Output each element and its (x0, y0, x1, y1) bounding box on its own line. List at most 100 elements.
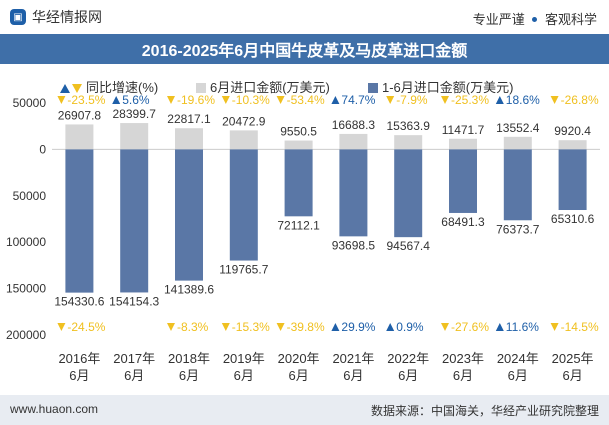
bar-june (284, 140, 313, 150)
yoy-up-icon (112, 96, 121, 104)
yoy-down-icon (221, 323, 230, 331)
yoy-cumulative-label: 0.9% (396, 320, 424, 334)
yoy-down-icon (441, 96, 449, 104)
yoy-down-icon (167, 323, 175, 331)
value-label-june: 20472.9 (222, 114, 266, 128)
yoy-cumulative-label: -24.5% (67, 320, 105, 334)
y-tick-label: 50000 (13, 96, 47, 110)
bar-june (394, 135, 423, 150)
yoy-up-icon (331, 323, 340, 331)
bar-june (229, 130, 258, 150)
category-label-month: 6月 (453, 368, 473, 383)
value-label-cumulative: 154330.6 (54, 295, 104, 309)
value-label-cumulative: 65310.6 (551, 212, 595, 226)
yoy-down-icon (276, 96, 285, 104)
value-label-june: 11471.7 (442, 123, 485, 137)
bar-cumulative (65, 149, 94, 293)
yoy-june-label: 5.6% (122, 93, 150, 107)
category-label-year: 2020年 (278, 351, 320, 366)
bar-cumulative (558, 149, 587, 211)
category-label-year: 2019年 (223, 351, 265, 366)
bar-cumulative (449, 149, 477, 213)
yoy-cumulative-label: -27.6% (451, 320, 489, 334)
yoy-june-label: -10.3% (232, 93, 270, 107)
category-label-month: 6月 (343, 368, 363, 383)
yoy-down-icon (167, 96, 175, 104)
bar-cumulative (284, 149, 313, 217)
legend-yoy-down-icon (72, 84, 82, 93)
bar-june (65, 124, 94, 150)
brand-name: 华经情报网 (32, 9, 102, 25)
value-label-june: 13552.4 (496, 121, 540, 135)
value-label-cumulative: 76373.7 (496, 222, 540, 236)
yoy-up-icon (495, 96, 504, 104)
category-label-month: 6月 (508, 368, 528, 383)
legend-yoy-up-icon (60, 84, 70, 93)
yoy-june-label: -26.8% (561, 93, 599, 107)
bar-june (339, 133, 368, 150)
category-label-month: 6月 (179, 368, 199, 383)
brand-logo-icon: ▣ (10, 9, 26, 25)
category-label-month: 6月 (234, 368, 254, 383)
value-label-june: 22817.1 (167, 112, 211, 126)
footer-website[interactable]: www.huaon.com (10, 402, 99, 416)
chart-title: 2016-2025年6月中国牛皮革及马皮革进口金额 (141, 43, 468, 60)
value-label-june: 9550.5 (280, 125, 317, 139)
chart-title-bar: 2016-2025年6月中国牛皮革及马皮革进口金额 (0, 34, 609, 64)
yoy-cumulative-label: 29.9% (341, 320, 375, 334)
yoy-cumulative-label: 11.6% (506, 320, 539, 334)
bar-cumulative (175, 149, 203, 281)
value-label-june: 28399.7 (113, 107, 157, 121)
bar-cumulative (339, 149, 368, 237)
yoy-down-icon (57, 96, 66, 104)
brand-logo[interactable]: ▣ 华经情报网 (10, 8, 102, 26)
bar-june (449, 138, 477, 150)
yoy-down-icon (550, 323, 559, 331)
bar-cumulative (503, 149, 532, 221)
top-bar: ▣ 华经情报网 专业严谨 客观科学 (0, 0, 609, 34)
category-label-year: 2023年 (442, 351, 484, 366)
yoy-up-icon (495, 323, 504, 331)
bar-june (175, 128, 203, 150)
y-tick-label: 50000 (13, 189, 47, 203)
yoy-cumulative-label: -15.3% (232, 320, 270, 334)
yoy-up-icon (331, 96, 340, 104)
category-label-month: 6月 (398, 368, 418, 383)
y-tick-label: 0 (39, 142, 46, 156)
legend-cumulative-label: 1-6月进口金额(万美元) (382, 80, 513, 95)
footer: www.huaon.com 数据来源：中国海关，华经产业研究院整理 (0, 395, 609, 425)
legend-june-label: 6月进口金额(万美元) (210, 80, 330, 95)
value-label-june: 26907.8 (58, 108, 102, 122)
bar-june (120, 123, 149, 150)
yoy-june-label: -19.6% (177, 93, 215, 107)
footer-source: 数据来源：中国海关，华经产业研究院整理 (370, 404, 599, 418)
category-label-year: 2022年 (387, 351, 429, 366)
yoy-down-icon (441, 323, 449, 331)
yoy-up-icon (386, 323, 395, 331)
y-tick-label: 200000 (6, 328, 46, 342)
yoy-cumulative-label: -14.5% (561, 320, 599, 334)
yoy-june-label: 74.7% (341, 93, 375, 107)
yoy-down-icon (276, 323, 285, 331)
y-tick-label: 150000 (6, 282, 46, 296)
value-label-cumulative: 72112.1 (277, 218, 320, 232)
category-label-year: 2016年 (58, 351, 100, 366)
yoy-cumulative-label: -8.3% (177, 320, 209, 334)
value-label-june: 16688.3 (332, 118, 376, 132)
slogan-left: 专业严谨 (472, 12, 525, 27)
yoy-june-label: -25.3% (451, 93, 489, 107)
chart-area: 同比增速(%) 6月进口金额(万美元) 1-6月进口金额(万美元) 50000 0 500… (6, 80, 600, 383)
y-tick-label: 100000 (6, 235, 46, 249)
yoy-down-icon (221, 96, 230, 104)
bar-cumulative (394, 149, 423, 238)
category-label-year: 2024年 (497, 351, 539, 366)
bar-june (503, 136, 532, 150)
yoy-june-label: -7.9% (396, 93, 428, 107)
slogan-dot-icon (532, 17, 538, 22)
bar-cumulative (120, 149, 149, 293)
value-label-cumulative: 94567.4 (387, 239, 431, 253)
category-label-month: 6月 (562, 368, 582, 383)
slogan: 专业严谨 客观科学 (473, 9, 597, 28)
yoy-down-icon (386, 96, 395, 104)
legend-june-swatch (196, 83, 206, 93)
